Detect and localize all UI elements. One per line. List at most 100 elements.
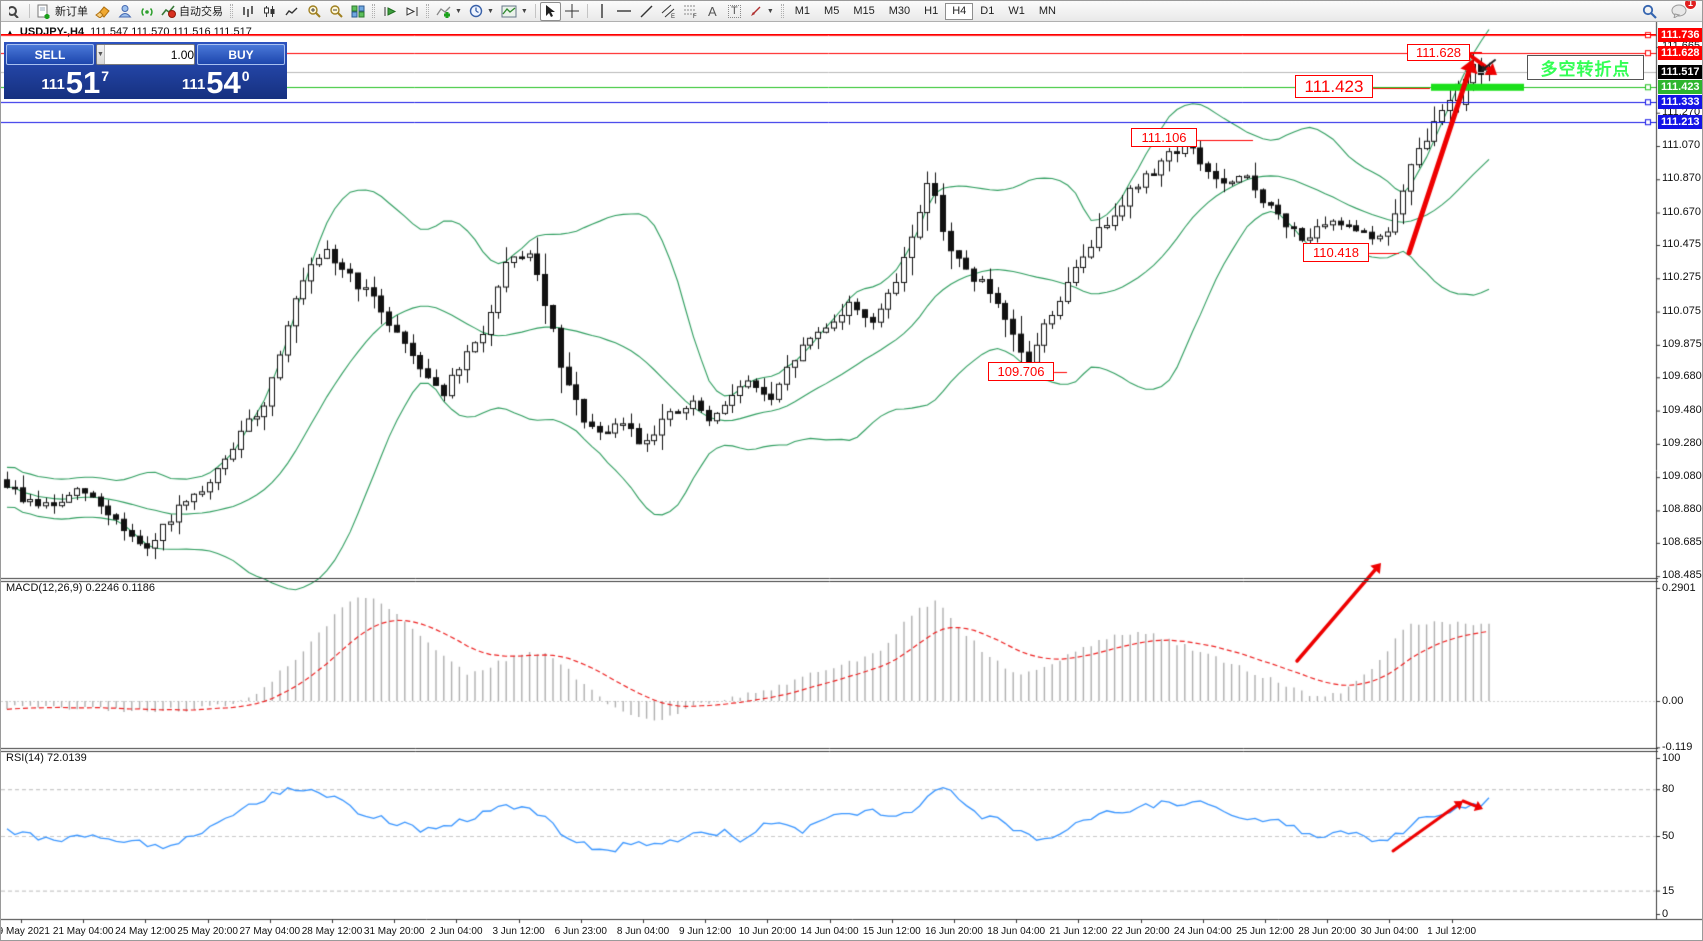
timeframe-M30[interactable]: M30 <box>888 5 911 17</box>
volume-input[interactable] <box>104 45 194 64</box>
chart-canvas[interactable] <box>1 22 1702 940</box>
time-label: 2 Jun 04:00 <box>430 926 483 937</box>
svg-text:F: F <box>693 14 697 18</box>
rsi-axis-15: 15 <box>1662 884 1675 897</box>
fibonacci-tool[interactable]: F <box>680 2 701 21</box>
price-tick-110.870: 110.870 <box>1662 172 1701 185</box>
price-tick-109.875: 109.875 <box>1662 337 1702 350</box>
timeframe-toolbar: M1 M5 M15 M30 H1 H4 D1 W1 MN <box>788 2 1063 20</box>
chart-shift-icon[interactable] <box>401 2 422 21</box>
time-label: 19 May 2021 <box>1 926 50 937</box>
timeframe-M5[interactable]: M5 <box>824 5 840 17</box>
auto-scroll-icon[interactable] <box>379 2 400 21</box>
price-badge-111.736: 111.736 <box>1658 28 1702 43</box>
price-label-109.706[interactable]: 109.706 <box>988 362 1054 381</box>
text-label-tool[interactable]: T <box>724 2 745 21</box>
price-tick-109.280: 109.280 <box>1662 436 1702 449</box>
timeframe-W1[interactable]: W1 <box>1008 5 1025 17</box>
price-tick-109.480: 109.480 <box>1662 403 1702 416</box>
zoom-out-icon[interactable] <box>325 2 346 21</box>
new-order-button[interactable]: 新订单 <box>34 2 91 21</box>
line-chart-icon[interactable] <box>281 2 302 21</box>
arrows-tool[interactable]: ▼ <box>746 2 777 21</box>
timeframe-MN[interactable]: MN <box>1038 5 1056 17</box>
time-label: 8 Jun 04:00 <box>616 926 670 937</box>
macd-axis--0.119: -0.119 <box>1662 741 1693 754</box>
indicators-button[interactable]: ▼ <box>433 2 465 21</box>
time-label: 30 Jun 04:00 <box>1360 926 1419 937</box>
signals-icon[interactable] <box>136 2 157 21</box>
find-symbol-icon[interactable] <box>4 2 25 21</box>
text-tool[interactable]: A <box>707 3 717 19</box>
toolbar-right: 1 <box>1639 1 1701 21</box>
cursor-tool[interactable] <box>539 1 561 21</box>
svg-text:E: E <box>671 14 675 18</box>
volume-decrease-button[interactable]: ▼ <box>97 45 105 64</box>
notifications-icon[interactable]: 1 <box>1668 1 1697 21</box>
time-label: 24 May 12:00 <box>115 926 176 937</box>
timeframe-D1[interactable]: D1 <box>980 5 995 17</box>
timeframe-H1[interactable]: H1 <box>924 5 939 17</box>
time-label: 14 Jun 04:00 <box>800 926 859 937</box>
price-label-110.418[interactable]: 110.418 <box>1303 243 1369 262</box>
autotrading-button[interactable]: 自动交易 <box>158 2 226 21</box>
trendline-tool[interactable] <box>636 2 657 21</box>
main-toolbar: 新订单 自动交易 ▼ ▼ ▼ E F A T ▼ M <box>1 1 1702 22</box>
new-order-label: 新订单 <box>55 6 88 18</box>
candlestick-chart-icon[interactable] <box>259 2 280 21</box>
symbol-marker-icon: ▲ <box>6 27 14 37</box>
macd-axis-0.2901: 0.2901 <box>1662 582 1696 594</box>
periods-button[interactable]: ▼ <box>466 2 497 21</box>
price-badge-111.213: 111.213 <box>1658 115 1702 130</box>
price-tick-109.680: 109.680 <box>1662 370 1702 383</box>
timeframe-M1[interactable]: M1 <box>794 5 811 17</box>
eraser-icon[interactable] <box>92 2 113 21</box>
templates-button[interactable]: ▼ <box>498 2 531 21</box>
time-label: 27 May 04:00 <box>239 926 301 937</box>
tile-windows-icon[interactable] <box>347 2 368 21</box>
price-badge-111.423: 111.423 <box>1658 80 1702 95</box>
zoom-in-icon[interactable] <box>303 2 324 21</box>
volume-stepper: ▼ ▲ <box>96 44 195 65</box>
price-tick-108.485: 108.485 <box>1662 569 1702 582</box>
price-tick-109.080: 109.080 <box>1662 470 1702 483</box>
price-tick-110.275: 110.275 <box>1662 271 1701 284</box>
sell-button[interactable]: SELL <box>6 44 94 65</box>
time-label: 18 Jun 04:00 <box>987 926 1046 937</box>
chart-title: ▲ USDJPY-,H4 111.547 111.570 111.516 111… <box>6 26 252 38</box>
buy-button[interactable]: BUY <box>197 44 285 65</box>
time-label: 9 Jun 12:00 <box>679 926 732 937</box>
vertical-line-tool[interactable] <box>592 2 613 21</box>
sell-price[interactable]: 111 51 7 <box>41 64 110 100</box>
rsi-axis-80: 80 <box>1662 783 1675 796</box>
time-label: 3 Jun 12:00 <box>492 926 545 937</box>
search-icon[interactable] <box>1639 2 1660 21</box>
price-label-111.628[interactable]: 111.628 <box>1407 44 1470 61</box>
time-label: 16 Jun 20:00 <box>925 926 983 937</box>
price-label-111.423[interactable]: 111.423 <box>1295 75 1373 98</box>
time-label: 1 Jul 12:00 <box>1427 926 1477 937</box>
time-label: 28 May 12:00 <box>301 926 363 937</box>
macd-label: MACD(12,26,9) 0.2246 0.1186 <box>6 582 156 594</box>
chart-symbol-period: USDJPY-,H4 <box>19 26 85 38</box>
time-label: 15 Jun 12:00 <box>862 926 921 937</box>
buy-price[interactable]: 111 54 0 <box>181 64 250 100</box>
timeframe-M15[interactable]: M15 <box>853 5 875 17</box>
price-tick-110.670: 110.670 <box>1662 205 1701 218</box>
crosshair-tool[interactable] <box>562 2 583 21</box>
time-label: 31 May 20:00 <box>363 926 425 937</box>
resistance-line-111736[interactable] <box>1 34 1656 35</box>
chart-ohlc: 111.547 111.570 111.516 111.517 <box>90 26 252 38</box>
bar-chart-icon[interactable] <box>237 2 258 21</box>
price-label-111.106[interactable]: 111.106 <box>1131 128 1197 147</box>
macd-axis-0.00: 0.00 <box>1662 695 1684 707</box>
price-badge-111.517: 111.517 <box>1658 64 1702 79</box>
one-click-trading-panel: SELL ▼ ▲ BUY 111 51 7 111 54 0 <box>4 42 287 99</box>
horizontal-line-tool[interactable] <box>614 2 635 21</box>
equidistant-channel-tool[interactable]: E <box>658 2 679 21</box>
timeframe-H4[interactable]: H4 <box>945 2 974 20</box>
turning-point-note[interactable]: 多空转折点 <box>1527 55 1644 80</box>
rsi-axis-50: 50 <box>1662 830 1675 842</box>
profiles-icon[interactable] <box>114 2 135 21</box>
